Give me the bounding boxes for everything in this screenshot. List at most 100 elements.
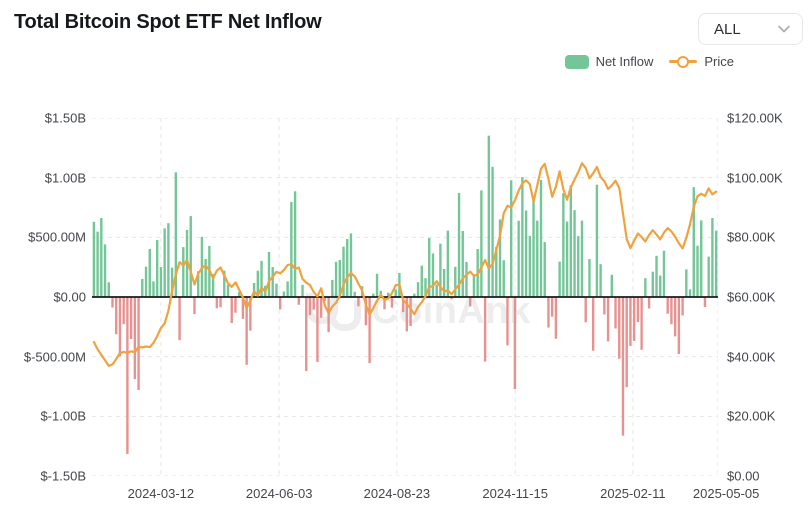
inflow-bar — [271, 267, 274, 297]
outflow-bar — [401, 297, 405, 313]
outflow-bar — [319, 297, 323, 318]
outflow-bar — [677, 297, 681, 355]
plot-canvas[interactable] — [92, 118, 718, 476]
outflow-bar — [591, 297, 595, 351]
outflow-bar — [681, 297, 684, 316]
outflow-bar — [323, 297, 327, 301]
inflow-bar — [707, 256, 710, 297]
outflow-bar — [245, 297, 248, 365]
outflow-bar — [469, 297, 472, 307]
right-axis-label: $20.00K — [727, 408, 776, 424]
inflow-bar — [595, 184, 599, 297]
inflow-bar — [260, 260, 263, 297]
outflow-bar — [193, 297, 196, 315]
inflow-bar — [536, 220, 539, 297]
inflow-bar — [174, 172, 178, 297]
inflow-bar — [465, 261, 468, 297]
outflow-bar — [483, 297, 487, 362]
outflow-bar — [219, 297, 222, 308]
outflow-bar — [550, 297, 554, 317]
inflow-bar — [237, 292, 241, 297]
inflow-bar — [573, 210, 576, 297]
inflow-bar — [711, 218, 714, 297]
outflow-bar — [316, 297, 319, 362]
inflow-bar — [696, 245, 699, 297]
inflow-bar — [569, 185, 573, 297]
price-line — [92, 162, 718, 367]
right-axis-label: $40.00K — [727, 349, 776, 365]
inflow-bar — [472, 274, 476, 297]
inflow-bar — [286, 281, 289, 297]
inflow-bar — [662, 250, 666, 297]
inflow-bar — [197, 271, 200, 297]
inflow-bar — [510, 180, 513, 297]
left-axis-label: $-1.50B — [40, 468, 86, 484]
inflow-bar — [346, 239, 349, 297]
inflow-bar — [498, 219, 502, 297]
right-axis-label: $120.00K — [727, 110, 783, 126]
net-inflow-bars — [92, 135, 718, 455]
right-axis-label: $80.00K — [727, 229, 776, 245]
outflow-bar — [234, 297, 237, 313]
inflow-bar — [528, 235, 532, 297]
outflow-bar — [584, 297, 587, 323]
left-axis-label: $-500.00M — [23, 349, 86, 365]
outflow-bar — [618, 297, 621, 359]
inflow-bar — [461, 231, 464, 297]
inflow-bar — [96, 231, 99, 297]
inflow-bar — [692, 187, 695, 297]
outflow-bar — [305, 297, 308, 372]
legend-item-net-inflow[interactable]: Net Inflow — [564, 54, 653, 69]
outflow-bar — [603, 297, 606, 315]
inflow-bar — [428, 238, 431, 297]
outflow-bar — [278, 297, 282, 310]
outflow-bar — [629, 297, 632, 346]
inflow-bar — [524, 210, 528, 297]
inflow-bar — [655, 255, 658, 297]
inflow-bar — [521, 177, 524, 297]
outflow-bar — [670, 297, 673, 325]
outflow-bar — [115, 297, 118, 335]
outflow-bar — [450, 297, 453, 300]
outflow-bar — [703, 297, 707, 308]
outflow-bar — [111, 297, 114, 308]
inflow-bar — [565, 221, 569, 297]
inflow-bar — [182, 247, 185, 297]
inflow-bar — [562, 193, 565, 297]
inflow-bar — [156, 240, 159, 297]
range-selector[interactable]: ALL — [698, 13, 803, 45]
inflow-bar — [659, 275, 662, 297]
inflow-bar — [372, 293, 375, 297]
left-axis-label: $1.50B — [44, 110, 86, 126]
outflow-bar — [632, 297, 636, 341]
outflow-bar — [409, 297, 412, 326]
inflow-bar — [223, 270, 226, 297]
chevron-down-icon — [778, 25, 790, 33]
right-axis-label: $60.00K — [727, 289, 776, 305]
outflow-bar — [383, 297, 386, 310]
inflow-bar — [517, 220, 520, 297]
outflow-bar — [606, 297, 610, 342]
inflow-bar — [580, 220, 584, 297]
outflow-bar — [122, 297, 125, 325]
inflow-bar — [424, 278, 427, 297]
price-line-marker-icon — [669, 55, 698, 69]
inflow-bar — [394, 289, 397, 297]
inflow-bar — [577, 236, 580, 297]
inflow-bar — [375, 273, 379, 297]
inflow-bar — [714, 230, 718, 297]
inflow-bar — [167, 223, 170, 297]
outflow-bar — [312, 297, 315, 310]
right-axis-label: $0.00 — [727, 468, 760, 484]
legend-item-price[interactable]: Price — [669, 54, 734, 69]
inflow-bar — [163, 228, 166, 297]
inflow-bar — [532, 197, 535, 297]
outflow-bar — [547, 297, 550, 328]
inflow-bar — [211, 274, 215, 297]
outflow-bar — [126, 297, 129, 455]
outflow-bar — [137, 297, 140, 390]
inflow-bar — [700, 220, 703, 297]
inflow-bar — [435, 284, 438, 297]
inflow-bar — [226, 284, 230, 297]
